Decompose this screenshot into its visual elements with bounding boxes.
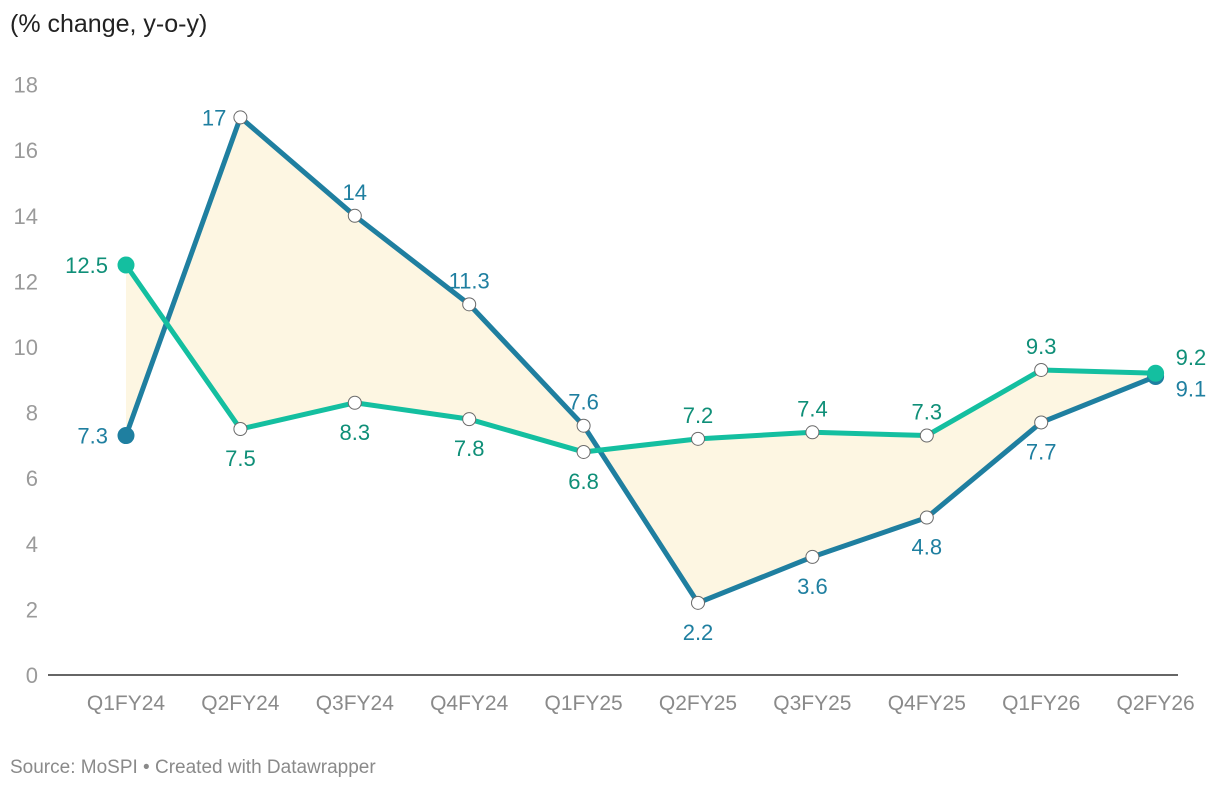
- data-point-2: [805, 425, 820, 440]
- data-label-2: 7.2: [683, 403, 714, 428]
- area-between-series: [126, 117, 1156, 603]
- x-tick-label: Q1FY24: [87, 692, 166, 715]
- data-point-1: [462, 297, 477, 312]
- x-tick-label: Q1FY25: [544, 692, 622, 715]
- x-tick-label: Q2FY26: [1116, 692, 1194, 715]
- data-point-1: [691, 595, 705, 610]
- data-point-1: [117, 427, 135, 445]
- x-tick-label: Q3FY25: [773, 692, 851, 715]
- data-label-2: 9.3: [1026, 334, 1057, 359]
- data-label-1: 14: [343, 180, 367, 205]
- y-tick-label: 0: [26, 663, 38, 688]
- data-label-1: 7.3: [77, 424, 108, 449]
- data-point-2: [1147, 364, 1165, 382]
- data-point-1: [347, 208, 362, 223]
- series-line-1: [123, 114, 1159, 606]
- x-tick-label: Q4FY25: [888, 692, 966, 715]
- y-tick-label: 8: [26, 401, 38, 426]
- data-label-1: 17: [202, 105, 226, 130]
- chart-subtitle: (% change, y-o-y): [10, 10, 208, 38]
- data-label-2: 7.3: [912, 400, 943, 425]
- data-point-2: [117, 256, 135, 274]
- data-label-2: 9.2: [1176, 345, 1207, 370]
- data-point-2: [347, 395, 362, 410]
- y-tick-label: 12: [14, 269, 38, 294]
- data-label-2: 8.3: [340, 420, 371, 445]
- data-point-2: [462, 412, 477, 427]
- data-point-1: [1034, 415, 1049, 430]
- data-label-1: 3.6: [797, 574, 828, 599]
- x-tick-label: Q1FY26: [1002, 692, 1080, 715]
- x-tick-label: Q4FY24: [430, 692, 509, 715]
- y-tick-label: 2: [26, 597, 38, 622]
- data-point-1: [805, 549, 820, 564]
- data-point-1: [919, 510, 934, 525]
- x-tick-label: Q2FY24: [201, 692, 280, 715]
- data-point-2: [576, 444, 591, 459]
- data-label-1: 11.3: [449, 268, 490, 293]
- y-tick-label: 4: [26, 532, 38, 557]
- data-point-1: [576, 418, 591, 433]
- x-tick-label: Q2FY25: [659, 692, 737, 715]
- data-label-2: 6.8: [568, 469, 599, 494]
- series-line-2: [123, 262, 1159, 455]
- data-label-1: 4.8: [912, 535, 943, 560]
- data-label-1: 2.2: [683, 620, 714, 645]
- data-point-2: [691, 431, 705, 446]
- data-label-1: 7.7: [1026, 439, 1057, 464]
- data-label-1: 9.1: [1176, 377, 1207, 402]
- data-point-2: [1034, 362, 1049, 377]
- data-label-2: 7.4: [797, 396, 828, 421]
- data-point-1: [233, 110, 248, 125]
- y-tick-label: 18: [14, 73, 38, 98]
- data-point-2: [919, 428, 934, 443]
- data-point-2: [233, 422, 248, 436]
- y-tick-label: 6: [26, 466, 38, 491]
- y-tick-label: 14: [14, 204, 38, 229]
- source-note: Source: MoSPI • Created with Datawrapper: [10, 757, 376, 778]
- data-label-2: 7.8: [454, 436, 485, 461]
- data-label-2: 7.5: [225, 446, 256, 471]
- data-label-1: 7.6: [568, 390, 599, 415]
- data-label-2: 12.5: [65, 253, 108, 278]
- y-tick-label: 16: [14, 138, 38, 163]
- y-tick-label: 10: [14, 335, 38, 360]
- x-tick-label: Q3FY24: [316, 692, 395, 715]
